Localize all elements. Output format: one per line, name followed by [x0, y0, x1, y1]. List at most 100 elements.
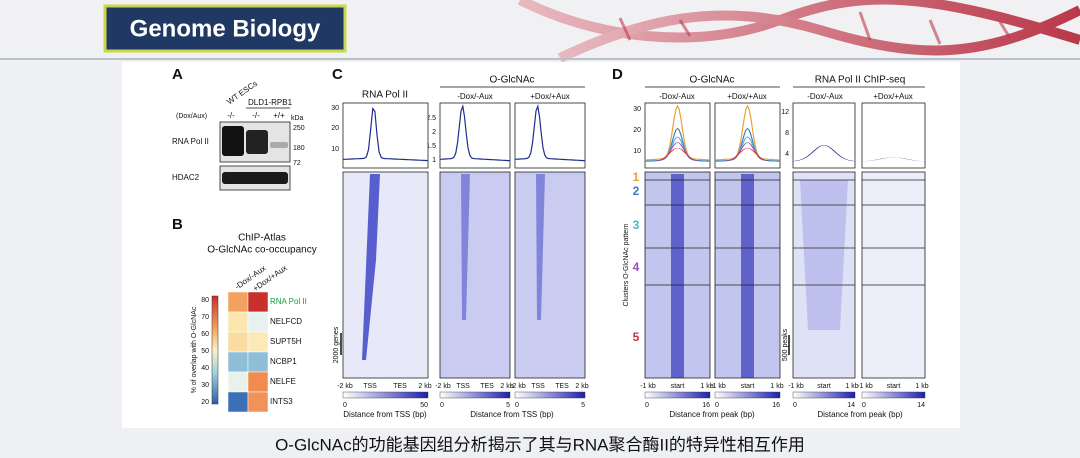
y-tick-label: 30 — [331, 105, 339, 112]
x-tick-label: TES — [555, 383, 569, 390]
x-tick-label: -1 kb — [857, 383, 873, 390]
panel-title: RNA Pol II — [362, 90, 408, 101]
x-tick-label: 1 kb — [770, 383, 783, 390]
y-tick-label: 2.5 — [426, 115, 436, 122]
cluster-label: 1 — [633, 170, 640, 184]
x-tick-label: 2 kb — [418, 383, 431, 390]
panel-label: D — [612, 66, 623, 83]
heatmap-cell — [227, 391, 249, 413]
colorbar — [644, 391, 711, 399]
band — [222, 172, 288, 184]
y-tick-label: 10 — [331, 146, 339, 153]
kda-label: kDa — [291, 115, 304, 122]
profile-curve — [861, 157, 926, 162]
subtitle: +Dox/+Aux — [530, 92, 570, 101]
x-tick-label: TSS — [363, 383, 377, 390]
dna-helix — [517, 0, 1080, 63]
x-tick-label: TES — [480, 383, 494, 390]
row-label: SUPT5H — [270, 337, 302, 346]
x-tick-label: -1 kb — [788, 383, 804, 390]
x-title: Distance from TSS (bp) — [343, 410, 427, 419]
heatmap-cell — [227, 331, 249, 353]
colorbar-tick: 80 — [201, 297, 209, 304]
panel-label: A — [172, 66, 183, 83]
profile-curve — [644, 127, 711, 162]
title-box — [103, 4, 347, 53]
panel-label: B — [172, 216, 183, 233]
marker: 72 — [293, 160, 301, 167]
lane-header: DLD1-RPB1 — [248, 98, 293, 107]
x-tick-labels: -1 kb start 1 kb 0 16 -1 kb start 1 kb 0 16 -1 kb s… — [640, 383, 929, 409]
colorbar-tick: 60 — [201, 331, 209, 338]
heatmap-signal — [536, 174, 545, 320]
heatmap-signal — [741, 174, 754, 378]
heatmap-signal — [362, 174, 380, 360]
band — [246, 130, 268, 154]
colorbar-tick: 0 — [343, 402, 347, 409]
subtitle: -Dox/-Aux — [457, 92, 493, 101]
y-tick-label: 1 — [432, 157, 436, 164]
condition: +/+ — [273, 111, 285, 120]
cluster-axis: Clusters O-GlcNAc pattern — [623, 223, 630, 306]
heatmap-cell — [247, 331, 269, 353]
row-label: RNA Pol II — [172, 137, 209, 146]
x-tick-label: -2 kb — [337, 383, 353, 390]
colorbar-tick: 5 — [506, 402, 510, 409]
panel-title: RNA Pol II ChIP-seq — [815, 75, 906, 86]
colorbar-tick: 50 — [201, 348, 209, 355]
cluster-labels: 12 3 4 5 — [633, 170, 640, 344]
cluster-label: 4 — [633, 260, 640, 274]
band — [222, 126, 244, 156]
dna-rungs — [618, 11, 1012, 45]
colorbar-tick: 0 — [440, 402, 444, 409]
x-tick-label: TSS — [456, 383, 470, 390]
x-tick-label: start — [817, 383, 831, 390]
cluster-label: 3 — [633, 218, 640, 232]
profile-box — [861, 102, 926, 169]
scale-label: 2000 genes — [333, 326, 340, 363]
heatmap-cell — [247, 291, 269, 313]
colorbar-tick: 0 — [862, 402, 866, 409]
colorbar-tick: 20 — [201, 399, 209, 406]
profile-curve — [514, 104, 586, 162]
heatmap-cell — [227, 311, 249, 333]
colorbar-tick: 16 — [702, 402, 710, 409]
x-tick-label: -2 kb — [435, 383, 451, 390]
row-label: INTS3 — [270, 397, 293, 406]
colorbar-tick: 14 — [847, 402, 855, 409]
colorbar-tick: 16 — [772, 402, 780, 409]
heatmap — [514, 171, 586, 379]
heatmap — [227, 291, 269, 413]
profile-curve — [714, 104, 781, 161]
colorbar-tick: 5 — [581, 402, 585, 409]
heatmap-signal — [461, 174, 470, 320]
colorbar — [714, 391, 781, 399]
profile-curve — [342, 106, 429, 162]
y-tick-label: 8 — [785, 130, 789, 137]
profile-box — [439, 102, 511, 169]
scale-label: 500 peaks — [782, 328, 789, 361]
colorbar-tick: 0 — [645, 402, 649, 409]
panel-title: ChIP-Atlas — [238, 233, 286, 244]
heatmap-cell — [247, 371, 269, 393]
profile-curve — [792, 145, 856, 162]
heatmap — [342, 171, 429, 379]
marker: 180 — [293, 145, 305, 152]
y-tick-label: 10 — [633, 148, 641, 155]
profile-curve — [714, 127, 781, 162]
x-title: Distance from peak (bp) — [817, 410, 903, 419]
y-tick-label: 12 — [781, 109, 789, 116]
x-tick-label: 2 kb — [575, 383, 588, 390]
x-tick-label: 1 kb — [845, 383, 858, 390]
heatmap-signal — [800, 180, 848, 330]
condition: -/- — [227, 111, 235, 120]
panel-title: O-GlcNAc — [490, 75, 535, 86]
marker: 250 — [293, 125, 305, 132]
subtitle: +Dox/+Aux — [873, 92, 913, 101]
heatmap-signal — [671, 174, 684, 378]
row-label: NCBP1 — [270, 357, 297, 366]
x-tick-label: 1 kb — [915, 383, 928, 390]
profile-box — [342, 102, 429, 169]
profile-curve — [439, 104, 511, 162]
